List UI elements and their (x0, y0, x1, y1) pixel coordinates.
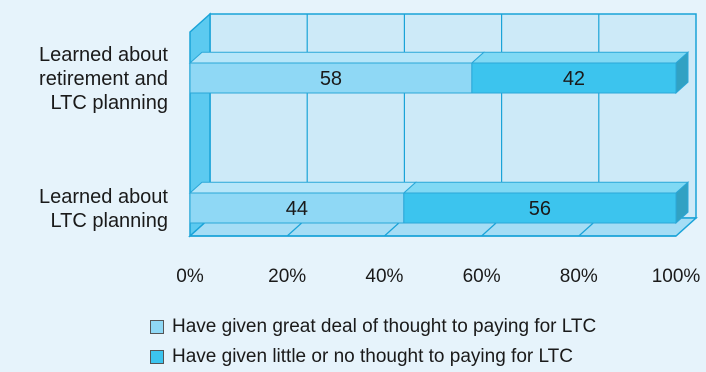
category-label: LTC planning (51, 210, 168, 232)
category-label: Learned about (39, 44, 168, 66)
legend-label-little-or-no: Have given little or no thought to payin… (172, 346, 573, 367)
x-tick-label: 20% (268, 266, 306, 287)
bar-top-face (188, 181, 418, 194)
legend-swatch-great-deal (150, 320, 164, 334)
bar-value-label: 58 (320, 68, 342, 90)
bar-segment-little-or-no (403, 192, 677, 224)
x-tick-label: 100% (652, 266, 701, 287)
legend: Have given great deal of thought to payi… (150, 312, 596, 372)
bar-top-face (402, 181, 690, 194)
legend-item-little-or-no-thought: Have given little or no thought to payin… (150, 342, 596, 372)
bar-segment-little-or-no (471, 62, 677, 94)
legend-label-great-deal: Have given great deal of thought to payi… (172, 316, 597, 337)
category-label: retirement and (39, 68, 168, 90)
legend-item-great-deal-of-thought: Have given great deal of thought to payi… (150, 312, 596, 342)
x-tick-label: 40% (365, 266, 403, 287)
legend-swatch-little-or-no (150, 350, 164, 364)
category-label: Learned about (39, 186, 168, 208)
bar-top-face (188, 51, 486, 64)
bar-value-label: 42 (563, 68, 585, 90)
bar-segment-great-deal (189, 192, 405, 224)
x-tick-label: 0% (176, 266, 204, 287)
bar-value-label: 44 (286, 198, 308, 220)
bar-value-label: 56 (529, 198, 551, 220)
x-tick-label: 60% (463, 266, 501, 287)
category-label: LTC planning (51, 92, 168, 114)
bar-top-face (470, 51, 690, 64)
x-tick-label: 80% (560, 266, 598, 287)
